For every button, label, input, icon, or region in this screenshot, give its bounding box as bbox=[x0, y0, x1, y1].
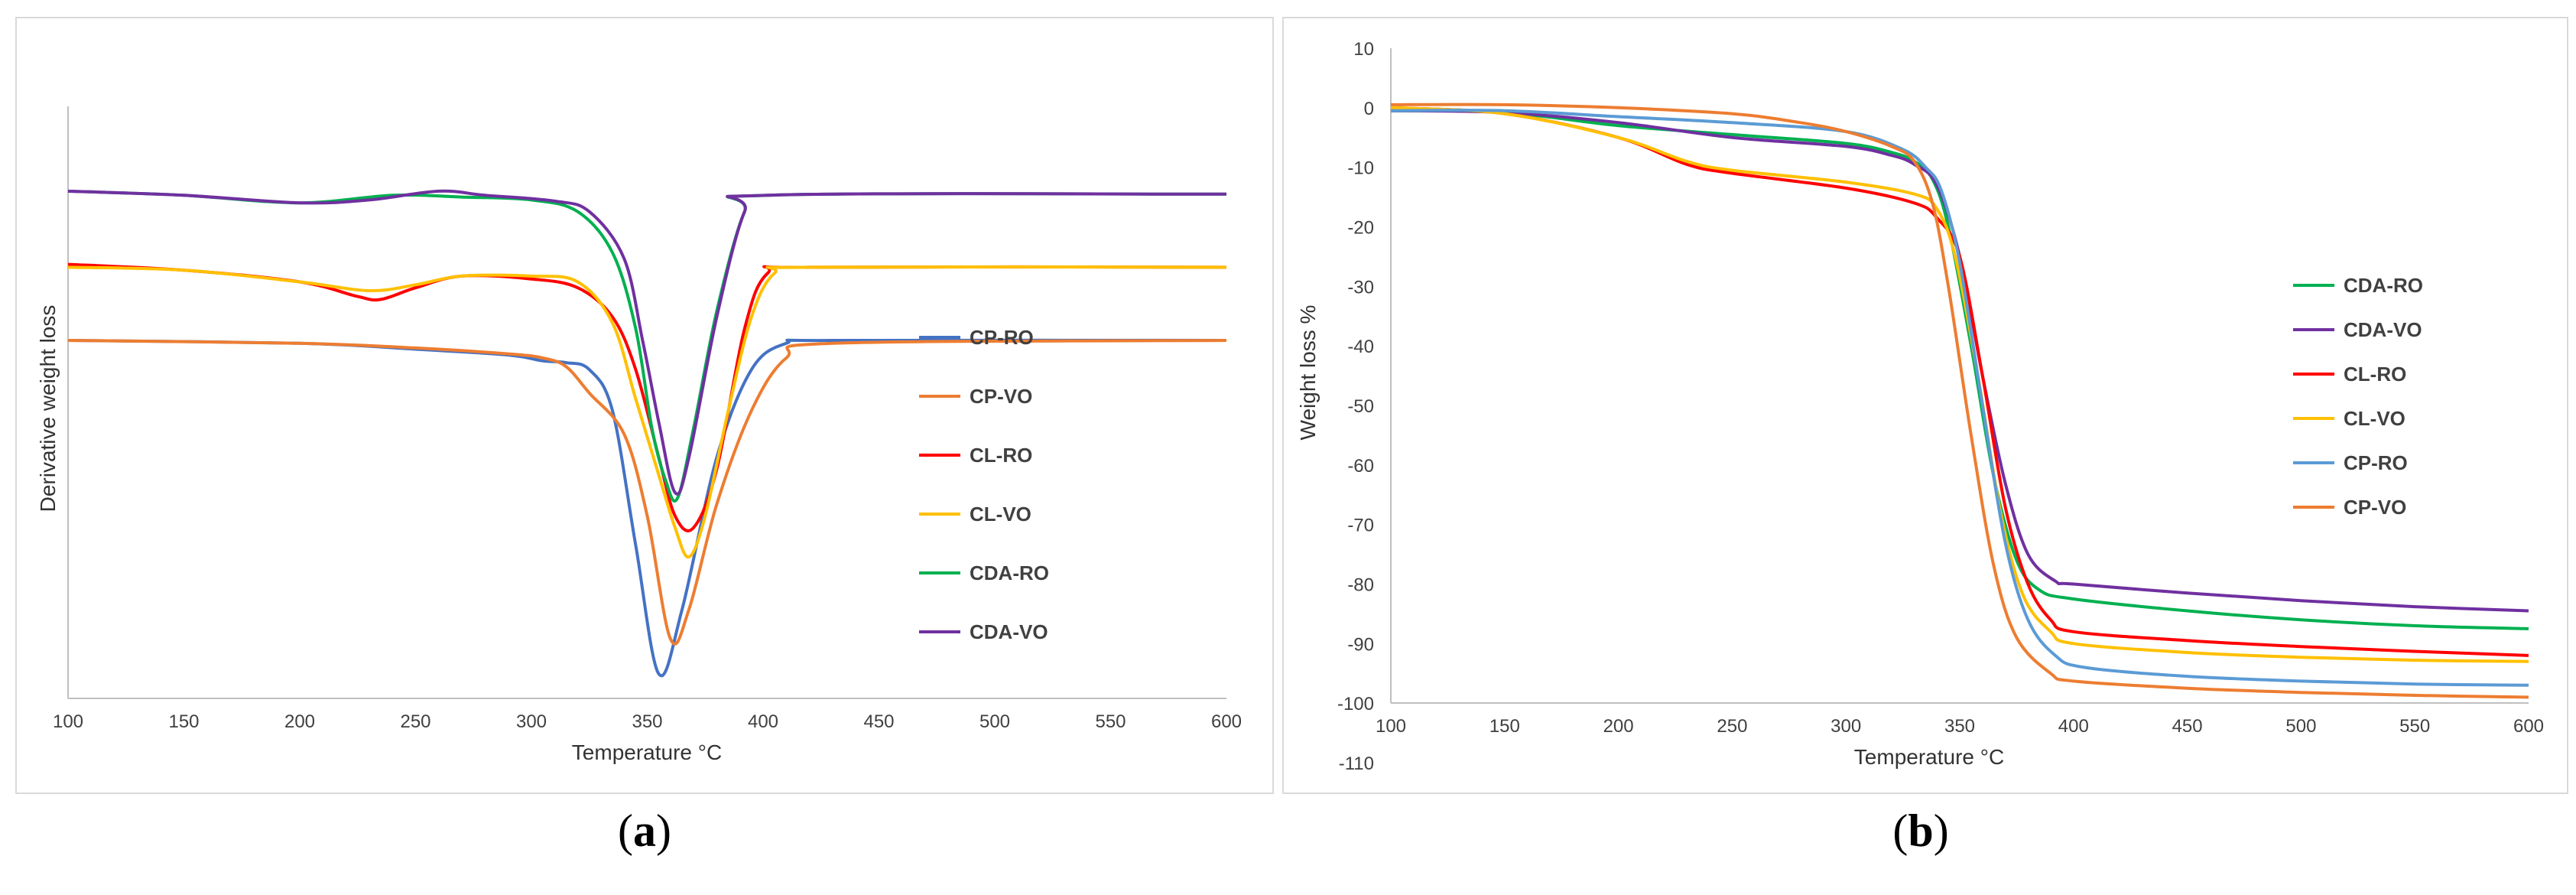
chart-b-x-tick-label: 200 bbox=[1603, 716, 1634, 737]
chart-b-y-tick-label: -100 bbox=[1337, 694, 1374, 714]
chart-b-legend-label-cp-vo: CP-VO bbox=[2344, 496, 2406, 519]
chart-a-x-tick-label: 450 bbox=[863, 711, 894, 732]
chart-b-legend-label-cl-vo: CL-VO bbox=[2344, 407, 2405, 430]
chart-a-x-tick-label: 150 bbox=[168, 711, 199, 732]
chart-panel-b: 100 150 200 250 300 350 400 450 500 550 600 10 0 -10-… bbox=[1282, 17, 2568, 794]
chart-b-x-tick-label: 400 bbox=[2058, 716, 2089, 737]
caption-b: (b) bbox=[1892, 806, 1949, 856]
chart-panel-a: 100 150 200 250 300 350 400 450 500 550 600 Tempera… bbox=[15, 17, 1274, 794]
chart-b-legend-label-cl-ro: CL-RO bbox=[2344, 363, 2406, 386]
chart-b-legend-label-cp-ro: CP-RO bbox=[2344, 451, 2408, 474]
chart-b-x-tick-label: 250 bbox=[1717, 716, 1747, 737]
chart-a-series-cda-ro-line bbox=[67, 189, 1227, 503]
chart-a-legend-label-cl-ro: CL-RO bbox=[970, 444, 1032, 467]
chart-a-legend-label-cp-vo: CP-VO bbox=[970, 385, 1032, 408]
chart-b-svg: 100 150 200 250 300 350 400 450 500 550 600100-10-… bbox=[1296, 39, 2544, 774]
chart-b-y-tick-label: -30 bbox=[1347, 277, 1374, 298]
chart-b-y-tick-label: -90 bbox=[1347, 634, 1374, 655]
chart-a-x-tick-label: 200 bbox=[284, 711, 315, 732]
chart-b-y-tick-label: -50 bbox=[1347, 396, 1374, 417]
chart-a-x-tick-label: 250 bbox=[400, 711, 430, 732]
chart-a-svg: 100 150 200 250 300 350 400 450 500 550 600 Tempera… bbox=[36, 106, 1242, 764]
chart-a-x-tick-label: 350 bbox=[632, 711, 662, 732]
chart-b-legend-label-cda-ro: CDA-RO bbox=[2344, 274, 2423, 297]
chart-a-legend-label-cp-ro: CP-RO bbox=[970, 326, 1034, 349]
chart-b-x-axis-title: Temperature °C bbox=[1854, 745, 2004, 769]
chart-a-x-axis-title: Temperature °C bbox=[572, 740, 722, 764]
caption-a: (a) bbox=[618, 806, 671, 856]
chart-a-x-tick-label: 400 bbox=[748, 711, 778, 732]
chart-b-y-axis-title: Weight loss % bbox=[1296, 305, 1320, 441]
chart-b-y-tick-label: 10 bbox=[1353, 39, 1374, 60]
chart-a-legend-label-cda-ro: CDA-RO bbox=[970, 561, 1049, 584]
chart-b-x-tick-label: 300 bbox=[1830, 716, 1861, 737]
chart-b-x-tick-label: 350 bbox=[1944, 716, 1975, 737]
chart-b-legend-label-cda-vo: CDA-VO bbox=[2344, 318, 2422, 341]
chart-b-y-tick-label: 0 bbox=[1364, 99, 1374, 119]
chart-b-y-tick-label: -10 bbox=[1347, 158, 1374, 179]
chart-b-x-tick-label: 600 bbox=[2513, 716, 2544, 737]
chart-b-series-cp-vo-line bbox=[1390, 103, 2529, 699]
chart-b-series-cp-ro-line bbox=[1390, 109, 2529, 687]
chart-a-series-cda-vo-line bbox=[67, 189, 1227, 496]
chart-a-x-tick-label: 550 bbox=[1095, 711, 1126, 732]
chart-b-series-cl-ro-line bbox=[1390, 106, 2529, 657]
chart-b-x-tick-label: 500 bbox=[2285, 716, 2316, 737]
chart-a-x-tick-label: 100 bbox=[53, 711, 83, 732]
chart-b-y-tick-label: -70 bbox=[1347, 516, 1374, 536]
chart-a-series-cl-vo-line bbox=[67, 265, 1227, 559]
chart-b-y-tick-label: -60 bbox=[1347, 456, 1374, 477]
chart-b-x-tick-label: 150 bbox=[1489, 716, 1520, 737]
chart-b-y-tick-label: -40 bbox=[1347, 337, 1374, 357]
chart-b-y-tick-label: -110 bbox=[1339, 753, 1374, 774]
chart-a-x-tick-label: 600 bbox=[1211, 711, 1242, 732]
chart-b-y-tick-label: -80 bbox=[1347, 575, 1374, 596]
chart-b-x-tick-label: 550 bbox=[2399, 716, 2430, 737]
chart-a-y-axis-title: Derivative weight loss bbox=[36, 305, 60, 513]
chart-a-legend-label-cda-vo: CDA-VO bbox=[970, 620, 1048, 643]
chart-b-x-tick-label: 450 bbox=[2172, 716, 2203, 737]
chart-a-legend-label-cl-vo: CL-VO bbox=[970, 503, 1031, 526]
chart-a-x-tick-label: 300 bbox=[516, 711, 547, 732]
chart-a-series-cp-vo-line bbox=[67, 339, 1227, 646]
chart-b-x-tick-label: 100 bbox=[1376, 716, 1406, 737]
chart-a-x-tick-label: 500 bbox=[979, 711, 1010, 732]
chart-b-y-tick-label: -20 bbox=[1347, 218, 1374, 239]
